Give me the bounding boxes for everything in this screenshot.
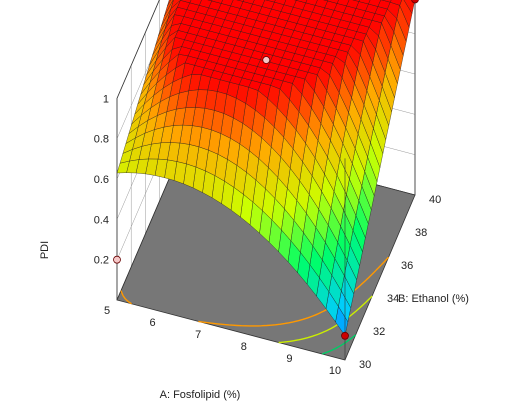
z-axis-title: PDI [39,241,51,259]
design-point [113,255,121,264]
surface-cell [161,0,174,26]
surface-cell [323,0,329,2]
surface-cell [265,0,276,3]
x-tick-label: 5 [104,305,110,317]
z-tick-label: 0.6 [94,174,109,186]
design-point [262,56,271,64]
axis-titles: A: Fosfolipid (%) B: Ethanol (%) PDI [39,241,469,401]
z-tick-label: 0.2 [94,255,109,267]
surface-cell [180,0,192,4]
y-tick-label: 34 [387,293,399,305]
surface-mesh [116,0,416,337]
surface-cell [164,0,174,17]
z-tick-label: 0.4 [94,214,109,226]
tick-labels: 5 6 7 8 9 10 30 32 34 36 38 40 0.2 0.4 0.6 0.8 1 [94,93,442,377]
z-tick-label: 1 [103,93,109,105]
x-tick-label: 10 [329,365,341,377]
design-point [411,0,419,4]
surface-cell [236,0,244,2]
x-tick-label: 6 [150,317,156,329]
surface-cell [189,0,202,6]
surface-cell [207,0,213,2]
x-tick-label: 9 [286,353,292,365]
x-axis-title: A: Fosfolipid (%) [160,389,241,401]
x-tick-label: 8 [241,341,247,353]
surface-cell [274,0,287,5]
surface-cell [252,0,265,7]
y-tick-label: 30 [359,359,371,371]
surface-cell [336,0,350,7]
y-tick-label: 36 [401,260,413,272]
y-axis-title: B: Ethanol (%) [398,293,469,305]
surface-cell [368,0,381,7]
box-front-edges [116,0,416,360]
surface-cell [220,0,234,7]
design-points [113,0,419,340]
z-tick-label: 0.8 [94,134,109,146]
surface-cell [403,0,416,14]
y-tick-label: 32 [373,326,385,338]
surface-cell [381,0,392,3]
y-tick-label: 38 [415,227,427,239]
floor-contour [321,334,357,355]
y-tick-label: 40 [429,194,441,206]
x-tick-label: 7 [195,329,201,341]
surface-cell [305,0,318,6]
surface-cell [327,0,339,4]
surface-cell [211,0,223,4]
surface-cell [389,0,402,6]
design-point [341,331,349,340]
surface-cell [296,0,308,4]
surface-cell [242,0,255,5]
surface-cell [358,0,371,5]
surface-cell [352,0,360,2]
surface-cell [167,0,171,7]
box-edge [116,0,160,99]
